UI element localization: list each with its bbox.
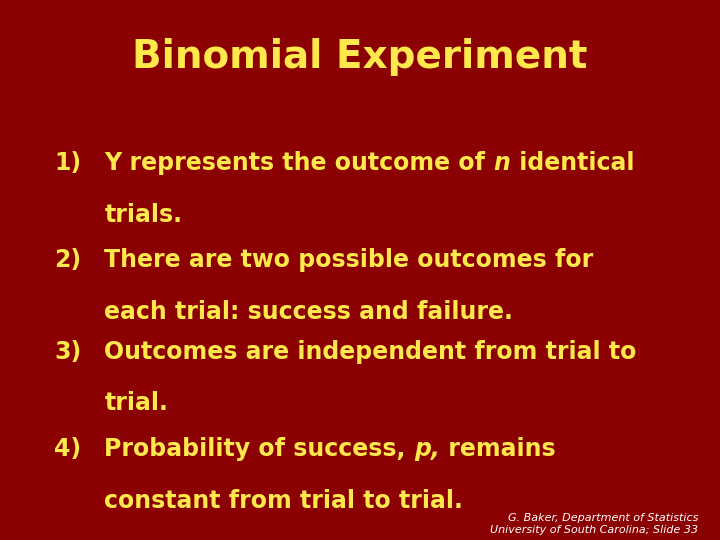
Text: trial.: trial.	[104, 392, 168, 415]
Text: each trial: success and failure.: each trial: success and failure.	[104, 300, 513, 323]
Text: 4): 4)	[54, 437, 81, 461]
Text: G. Baker, Department of Statistics
University of South Carolina; Slide 33: G. Baker, Department of Statistics Unive…	[490, 513, 698, 535]
Text: trials.: trials.	[104, 202, 182, 226]
Text: constant from trial to trial.: constant from trial to trial.	[104, 489, 463, 512]
Text: 2): 2)	[54, 248, 81, 272]
Text: identical: identical	[510, 151, 634, 175]
Text: n: n	[494, 151, 510, 175]
Text: 1): 1)	[54, 151, 81, 175]
Text: remains: remains	[440, 437, 556, 461]
Text: p,: p,	[414, 437, 440, 461]
Text: Binomial Experiment: Binomial Experiment	[132, 38, 588, 76]
Text: Probability of success,: Probability of success,	[104, 437, 414, 461]
Text: Outcomes are independent from trial to: Outcomes are independent from trial to	[104, 340, 636, 364]
Text: Y represents the outcome of: Y represents the outcome of	[104, 151, 494, 175]
Text: 3): 3)	[54, 340, 81, 364]
Text: There are two possible outcomes for: There are two possible outcomes for	[104, 248, 594, 272]
